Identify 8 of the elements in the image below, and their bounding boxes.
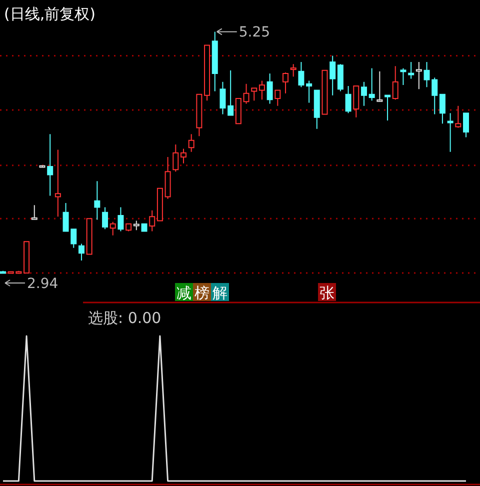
chart-title: 选股: 0.00 [88,309,162,327]
text: 解 [212,284,228,302]
text: 张 [320,284,334,302]
text: 2.94 [27,276,58,292]
text: 榜 [194,284,210,302]
text: 减 [176,284,192,302]
annotation: 5.25 [238,24,270,41]
chart-title: (日线,前复权) [4,5,96,23]
